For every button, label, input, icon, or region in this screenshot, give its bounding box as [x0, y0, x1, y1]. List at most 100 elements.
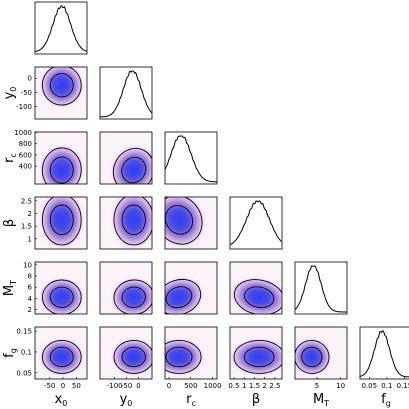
contour-95 — [41, 67, 82, 106]
x-tick-label: -50 — [44, 382, 55, 390]
y-tick-label: -100 — [16, 103, 32, 111]
contour-68 — [165, 205, 194, 235]
panel-frame — [34, 261, 88, 315]
contour-95 — [113, 340, 152, 374]
x-tick-label: 50 — [72, 382, 81, 390]
y-tick-label: 6 — [28, 284, 33, 292]
density-fill — [38, 143, 85, 184]
contour-68 — [243, 346, 275, 368]
panel-rc-y0 — [99, 131, 153, 185]
y-tick-label: 2 — [28, 306, 32, 314]
density-fill — [165, 337, 206, 377]
panel-grid: -100-500400600800100011.522.52468100.050… — [14, 1, 409, 390]
panel-frame — [99, 196, 153, 250]
panel-frame — [164, 131, 218, 185]
density-fill — [110, 337, 152, 377]
panel-x0-x0 — [34, 1, 88, 55]
panel-frame — [99, 326, 153, 380]
x-label-rc: rc — [186, 392, 196, 408]
contour-95 — [165, 340, 202, 374]
x-label-fg: fg — [381, 392, 391, 408]
x-tick-label: 2.5 — [269, 382, 280, 390]
density-fill — [165, 276, 205, 314]
y-tick-label: 2 — [28, 210, 32, 218]
x-tick-label: 0 — [136, 382, 140, 390]
contour-68 — [121, 286, 146, 308]
x-tick-label: 1.5 — [249, 382, 260, 390]
contour-68 — [49, 156, 74, 184]
density-fill — [38, 276, 85, 314]
x-label-beta: β — [252, 392, 260, 407]
density-fill — [109, 144, 152, 184]
y-label-MT: MT — [2, 280, 18, 296]
y-tick-label: 1.5 — [21, 223, 32, 231]
panel-frame — [294, 326, 348, 380]
panel-frame — [229, 196, 283, 250]
panel-MT-MT — [294, 261, 348, 315]
panel-frame — [34, 196, 88, 250]
panel-y0-y0 — [99, 66, 153, 120]
y-tick-label: 1000 — [14, 129, 32, 137]
panel-MT-x0: 2 4 6 8 10 — [23, 261, 88, 315]
panel-beta-beta — [229, 196, 283, 250]
x-tick-label: 500 — [184, 382, 197, 390]
y-tick-label: 8 — [28, 272, 32, 280]
contour-68 — [165, 286, 193, 309]
y-tick-label: 800 — [19, 140, 32, 148]
contour-95 — [41, 279, 82, 314]
panel-y0-x0: -100 -50 0 — [16, 66, 88, 120]
panel-MT-rc — [164, 261, 218, 315]
marginal-curve-MT — [294, 265, 347, 313]
contour-68 — [301, 346, 323, 368]
panel-frame — [294, 261, 348, 315]
contour-95 — [112, 147, 152, 184]
contour-68 — [244, 286, 275, 309]
contour-95 — [41, 340, 82, 374]
x-axis-labels: x0 y0 rc β MT fg — [55, 392, 391, 408]
panel-frame — [99, 261, 153, 315]
contour-95 — [113, 279, 152, 314]
density-fill — [110, 197, 152, 249]
contour-68 — [49, 204, 74, 236]
density-fill — [38, 67, 85, 109]
panel-frame — [34, 1, 88, 55]
panel-rc-x0: 400 600 800 1000 — [14, 129, 88, 185]
marginal-curve-x0 — [34, 5, 88, 52]
panel-fg-beta: 0.5 1 1.5 2 2.5 — [228, 326, 283, 390]
panel-MT-beta — [229, 261, 283, 315]
panel-frame — [164, 261, 218, 315]
y-label-y0: y0 — [2, 87, 18, 100]
contour-95 — [233, 340, 282, 374]
x-tick-label: 0 — [61, 382, 65, 390]
x-tick-label: 0 — [167, 382, 171, 390]
x-label-x0: x0 — [55, 392, 68, 408]
density-fill — [38, 197, 85, 249]
x-tick-label: 0.1 — [381, 382, 392, 390]
y-tick-label: 10 — [23, 261, 32, 269]
panel-fg-x0: 0.05 0.1 0.15 -50 0 50 — [16, 326, 88, 390]
marginal-curve-fg — [359, 330, 409, 378]
panel-MT-y0 — [99, 261, 153, 315]
panel-frame — [359, 326, 409, 380]
y-label-fg: fg — [2, 348, 18, 358]
y-tick-label: 0.15 — [16, 328, 32, 336]
panel-frame — [99, 131, 153, 185]
panel-frame — [34, 66, 88, 120]
x-tick-label: 0.5 — [228, 382, 239, 390]
contour-68 — [49, 286, 74, 308]
y-tick-label: 600 — [19, 151, 32, 159]
panel-fg-fg: 0.05 0.1 0.15 — [359, 326, 409, 390]
x-label-MT: MT — [313, 392, 329, 408]
contour-95 — [113, 197, 152, 246]
x-tick-label: -100 — [107, 382, 123, 390]
panel-frame — [99, 66, 153, 120]
contour-68 — [121, 204, 146, 236]
panel-fg-y0: -100-50 0 — [99, 326, 153, 390]
x-tick-label: 10 — [336, 382, 345, 390]
y-tick-label: 1 — [28, 235, 32, 243]
y-tick-label: 0 — [28, 75, 32, 83]
contour-68 — [49, 73, 74, 98]
marginal-curve-y0 — [100, 70, 153, 118]
contour-68 — [121, 156, 147, 184]
